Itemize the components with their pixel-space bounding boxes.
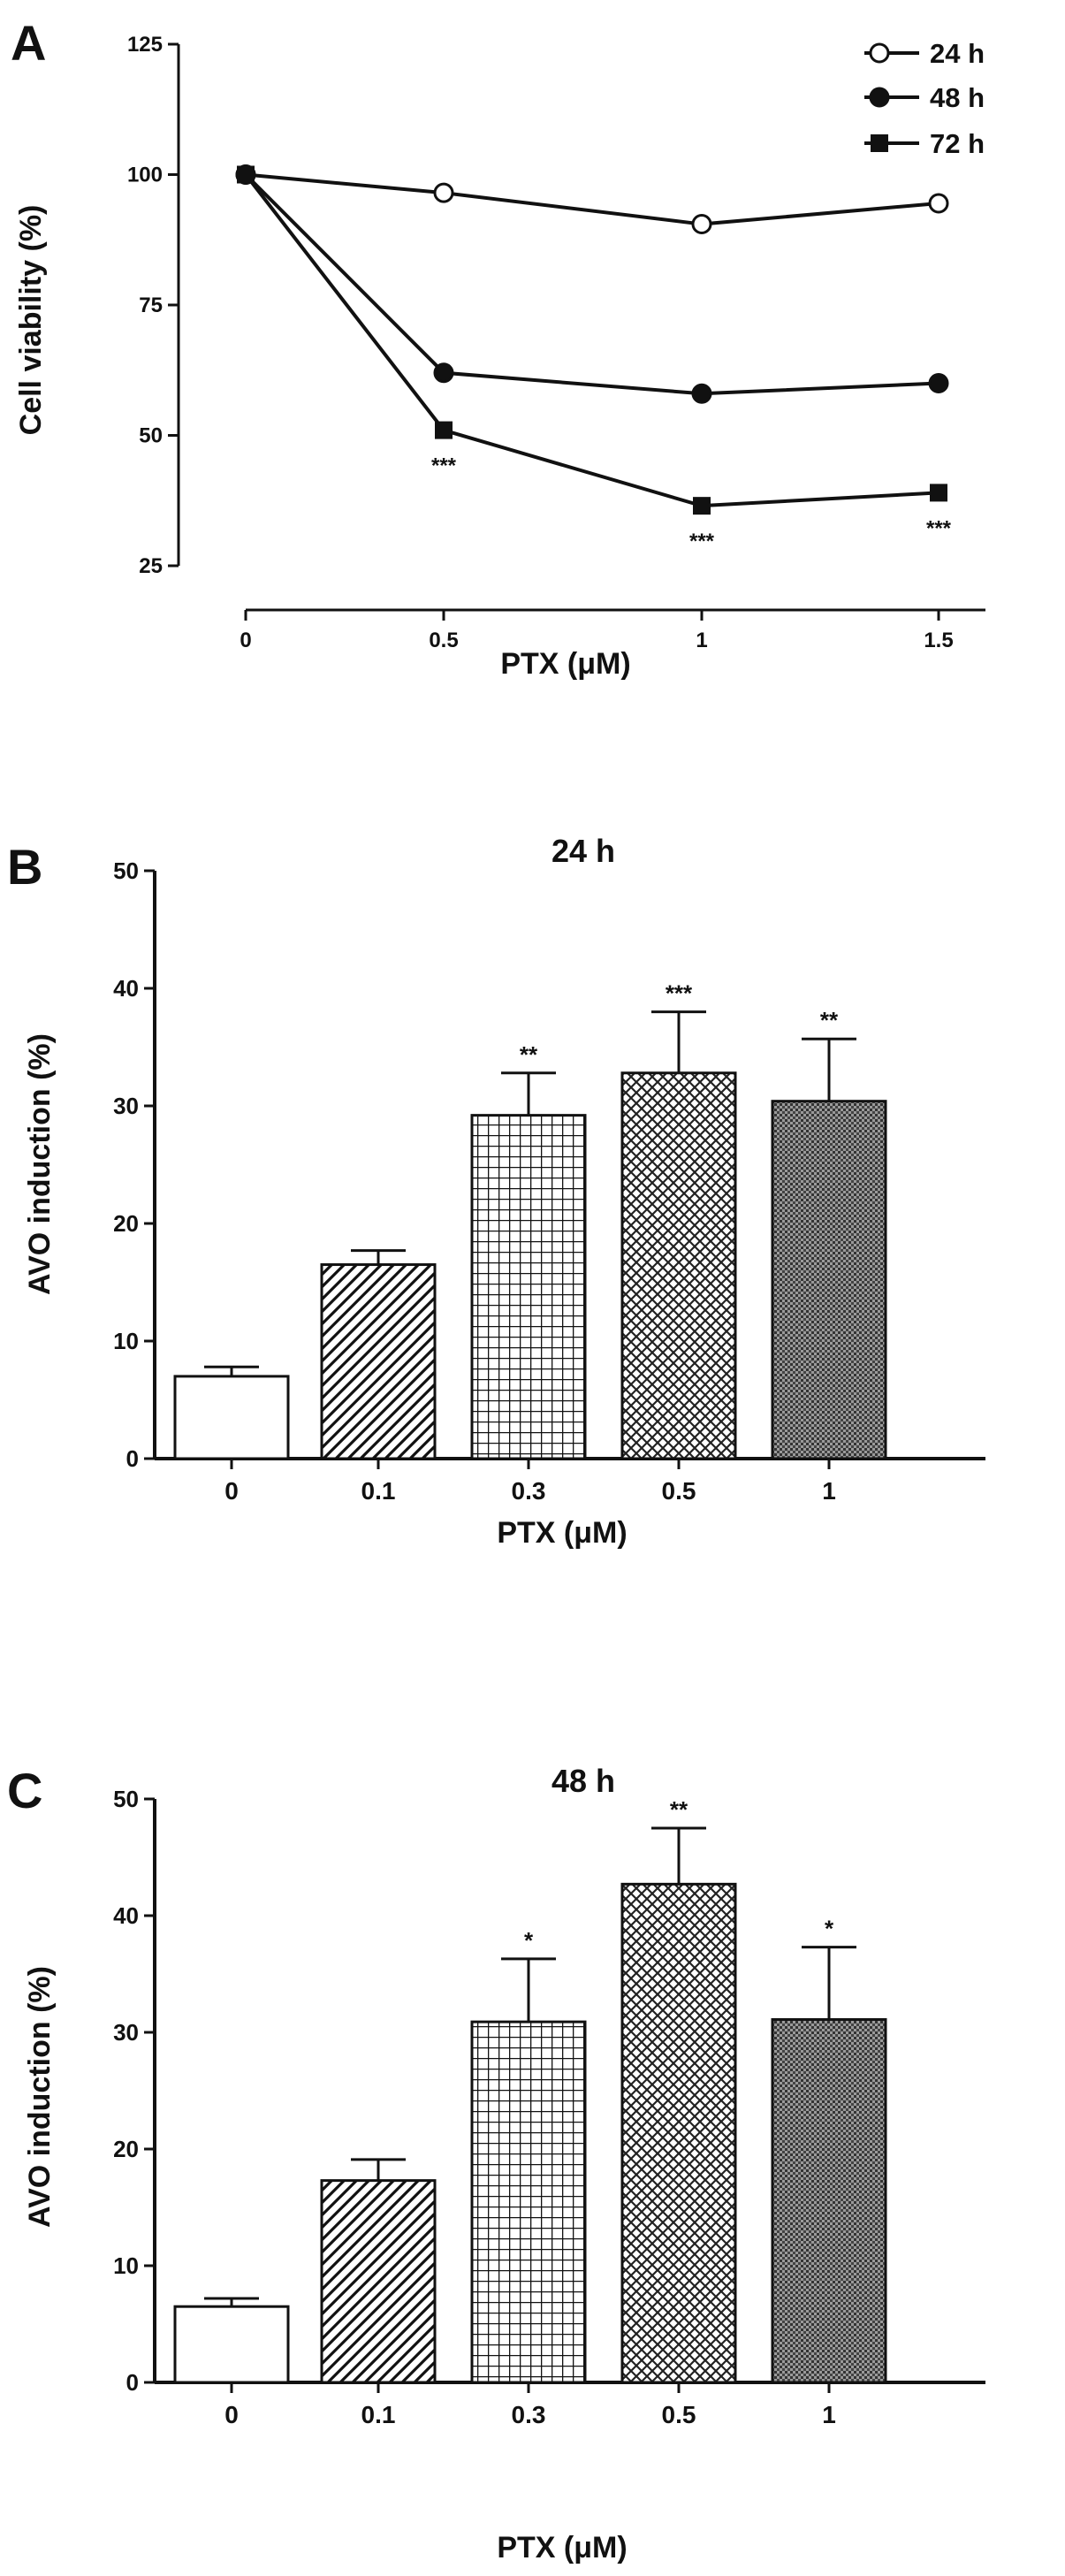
panel-a-y-tick-label-2: 75 [139, 293, 163, 317]
panel-b-bar-2 [470, 1114, 587, 1460]
panel-c-y-tick-label-2: 20 [113, 2136, 139, 2162]
panel-a-sig-2-1: *** [431, 454, 457, 478]
panel-a-y-tick-label-3: 100 [127, 164, 163, 187]
panel-c-title: 48 h [552, 1763, 615, 1799]
panel-b-bar-4 [771, 1100, 887, 1460]
panel-a-sig-2-3: *** [926, 516, 952, 540]
panel-a-x-tick-label-0: 0 [240, 629, 251, 652]
panel-c-sig-4: * [825, 1916, 834, 1942]
panel-c-y-tick-label-4: 40 [113, 1902, 139, 1929]
panel-b-x-tick-label-3: 0.5 [662, 1477, 696, 1505]
panel-a-x-tick-label-2: 1 [696, 629, 707, 652]
panel-c-x-tick-label-2: 0.3 [512, 2401, 546, 2428]
panel-b-sig-3: *** [666, 980, 693, 1007]
panel-c-bar-3 [620, 1882, 737, 2384]
panel-a-legend-marker-1 [869, 87, 890, 108]
panel-b-bar-1 [320, 1263, 437, 1460]
panel-c-bar-0 [173, 2305, 290, 2384]
panel-a-line-chart: A Cell viability (%) PTX (μM) 25 50 75 100 1… [11, 15, 985, 681]
panel-a-point-2-0 [237, 165, 255, 184]
panel-b-x-tick-label-4: 1 [822, 1477, 836, 1505]
panel-a-point-1-1 [433, 362, 454, 384]
panel-b-title: 24 h [552, 833, 615, 869]
panel-b-y-tick-label-2: 20 [113, 1210, 139, 1237]
panel-a-legend-label-1: 48 h [930, 82, 985, 113]
panel-a-legend-marker-2 [871, 134, 888, 152]
panel-c-y-tick-label-0: 0 [126, 2369, 139, 2396]
panel-a-point-1-2 [691, 383, 712, 404]
panel-b-y-tick-label-3: 30 [113, 1093, 139, 1119]
panel-a-x-tick-label-3: 1.5 [924, 629, 953, 652]
panel-b-y-tick-label-4: 40 [113, 975, 139, 1002]
panel-a-point-1-3 [928, 373, 949, 393]
panel-b-letter: B [7, 839, 42, 895]
panel-c-letter: C [7, 1763, 42, 1818]
panel-c-y-tick-label-1: 10 [113, 2252, 139, 2279]
panel-a-sig-2-2: *** [689, 530, 715, 553]
panel-a-legend-label-2: 72 h [930, 128, 985, 159]
panel-c-x-tick-label-4: 1 [822, 2401, 836, 2428]
panel-c-x-tick-label-0: 0 [224, 2401, 239, 2428]
panel-a-point-2-1 [435, 421, 453, 439]
panel-a-series-72h: *** *** *** [237, 165, 952, 553]
panel-b-bar-3 [620, 1071, 737, 1460]
panel-a-series-line-0 [245, 172, 939, 226]
panel-c-bar-1 [320, 2179, 437, 2384]
panel-c-y-tick-label-5: 50 [113, 1786, 139, 1812]
panel-c-bar-2 [470, 2020, 587, 2384]
panel-a-legend-label-0: 24 h [930, 38, 985, 69]
panel-b-sig-4: ** [820, 1007, 839, 1033]
panel-a-series-line-1 [244, 173, 939, 396]
panel-c-y-tick-label-3: 30 [113, 2019, 139, 2046]
panel-a-legend: 24 h 48 h 72 h [864, 38, 985, 159]
panel-a-letter: A [11, 15, 46, 71]
panel-b-y-tick-label-0: 0 [126, 1445, 139, 1472]
panel-a-point-0-2 [691, 214, 712, 235]
panel-b-sig-2: ** [520, 1041, 538, 1068]
panel-b-x-tick-label-1: 0.1 [361, 1477, 396, 1505]
panel-a-series-24h [235, 164, 949, 235]
panel-a-series-48h [235, 164, 949, 404]
panel-a-y-tick-label-4: 125 [127, 33, 163, 57]
panel-a-y-tick-label-0: 25 [139, 554, 163, 578]
panel-c-bar-4 [771, 2017, 887, 2384]
panel-a-point-2-3 [930, 484, 947, 502]
panel-a-x-axis-title: PTX (μM) [500, 647, 630, 681]
panel-a-point-0-1 [433, 182, 454, 203]
panel-b-bar-chart: B 24 h AVO induction (%) PTX (μM) 010203… [7, 833, 985, 1550]
panel-c-x-axis-title: PTX (μM) [497, 2531, 627, 2565]
panel-a-point-0-3 [928, 193, 949, 214]
panel-a-legend-marker-0 [869, 42, 890, 64]
panel-b-x-tick-label-2: 0.3 [512, 1477, 546, 1505]
panel-a-x-tick-label-1: 0.5 [429, 629, 458, 652]
panel-b-bar-0 [173, 1375, 290, 1460]
panel-b-y-tick-label-5: 50 [113, 857, 139, 884]
panel-b-x-tick-label-0: 0 [224, 1477, 239, 1505]
panel-b-y-axis-title: AVO induction (%) [23, 1033, 57, 1295]
panel-a-y-tick-label-1: 50 [139, 424, 163, 448]
panel-c-x-tick-label-1: 0.1 [361, 2401, 396, 2428]
panel-b-x-axis-title: PTX (μM) [497, 1516, 627, 1550]
panel-c-bar-chart: C 48 h AVO induction (%) PTX (μM) 010203… [7, 1763, 985, 2565]
panel-a-y-axis-title: Cell viability (%) [14, 205, 48, 436]
panel-b-y-tick-label-1: 10 [113, 1328, 139, 1354]
panel-c-y-axis-title: AVO induction (%) [23, 1966, 57, 2228]
panel-a-series-line-2 [244, 173, 939, 508]
panel-a-point-2-2 [693, 497, 711, 515]
panel-c-sig-3: ** [670, 1796, 688, 1823]
panel-c-sig-2: * [524, 1927, 534, 1954]
panel-c-x-tick-label-3: 0.5 [662, 2401, 696, 2428]
